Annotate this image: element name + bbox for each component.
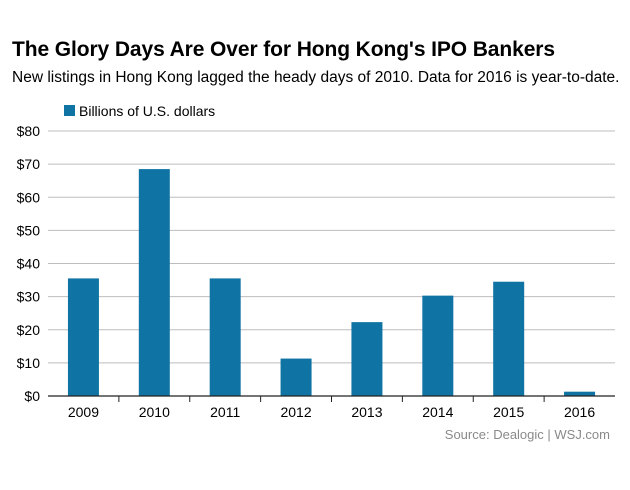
y-tick-label: $70 bbox=[17, 156, 41, 172]
chart-title: The Glory Days Are Over for Hong Kong's … bbox=[12, 38, 555, 61]
x-tick-label: 2016 bbox=[564, 404, 595, 420]
chart-legend: Billions of U.S. dollars bbox=[64, 103, 215, 119]
y-tick-label: $80 bbox=[17, 123, 41, 139]
x-tick-label: 2011 bbox=[210, 404, 240, 420]
bar-2013 bbox=[351, 322, 383, 396]
bar-2010 bbox=[138, 169, 170, 396]
x-tick-label: 2014 bbox=[422, 404, 453, 420]
x-tick-label: 2010 bbox=[139, 404, 170, 420]
y-tick-label: $30 bbox=[17, 289, 41, 305]
y-tick-label: $40 bbox=[17, 256, 41, 272]
x-tick-label: 2012 bbox=[280, 404, 311, 420]
y-tick-label: $10 bbox=[17, 355, 41, 371]
x-tick-label: 2013 bbox=[351, 404, 382, 420]
legend-label: Billions of U.S. dollars bbox=[79, 103, 215, 119]
y-tick-label: $0 bbox=[24, 388, 40, 404]
bar-2015 bbox=[493, 281, 525, 396]
bar-2014 bbox=[422, 295, 454, 396]
y-tick-label: $60 bbox=[17, 189, 41, 205]
bar-2016 bbox=[564, 391, 596, 396]
y-tick-label: $50 bbox=[17, 222, 41, 238]
x-tick-label: 2015 bbox=[493, 404, 524, 420]
bar-2012 bbox=[280, 358, 312, 396]
x-tick-label: 2009 bbox=[68, 404, 99, 420]
legend-swatch bbox=[64, 105, 75, 116]
source-note: Source: Dealogic | WSJ.com bbox=[444, 427, 610, 442]
gridlines bbox=[48, 130, 615, 364]
x-axis-tick-labels: 2009 2010 2011 2012 2013 2014 2015 2016 bbox=[68, 396, 595, 420]
y-axis-tick-labels: $0 $10 $20 $30 $40 $50 $60 $70 $80 bbox=[17, 123, 41, 404]
bar-2011 bbox=[209, 278, 241, 396]
bar-2009 bbox=[67, 278, 99, 396]
bars bbox=[67, 169, 596, 396]
y-tick-label: $20 bbox=[17, 322, 41, 338]
chart-subtitle: New listings in Hong Kong lagged the hea… bbox=[12, 69, 620, 86]
